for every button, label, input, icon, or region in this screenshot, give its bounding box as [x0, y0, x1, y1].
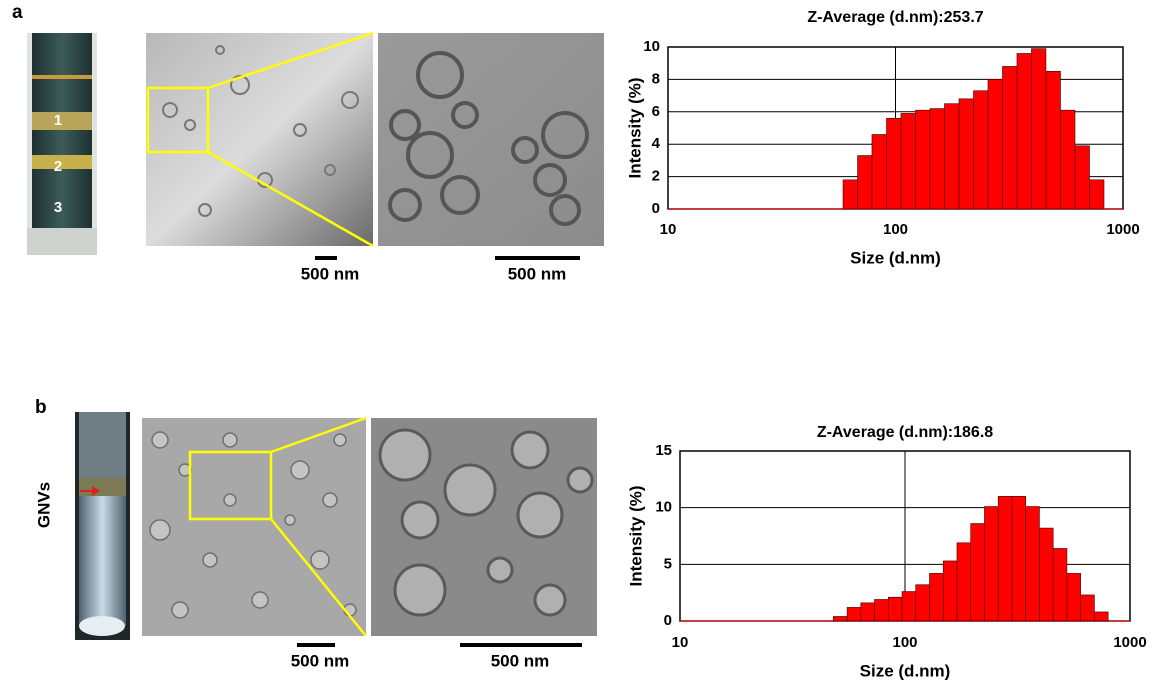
bar [1089, 180, 1103, 209]
bar [916, 585, 930, 621]
bar [988, 79, 1002, 209]
bar [875, 599, 889, 621]
bar [872, 134, 887, 209]
bar [973, 91, 987, 209]
x-axis-label: Size (d.nm) [860, 661, 951, 680]
bar [1046, 71, 1061, 209]
scale-bar [315, 256, 337, 260]
tem-zoom-image [371, 418, 597, 636]
figure: a 1 2 3 500 nm 500 nm b [0, 0, 1166, 690]
panel-label: b [35, 397, 47, 418]
bar [971, 524, 985, 621]
y-tick-label: 10 [655, 499, 672, 516]
fraction-label: 1 [54, 112, 62, 129]
y-axis-label: Intensity (%) [626, 485, 645, 586]
bar [943, 561, 957, 621]
fraction-label: 3 [54, 199, 62, 216]
scale-bar [460, 643, 582, 647]
y-tick-label: 4 [652, 135, 661, 152]
bar [915, 110, 930, 209]
y-tick-label: 2 [652, 168, 660, 185]
x-tick-label: 1000 [1113, 634, 1146, 651]
chart-title: Z-Average (d.nm):253.7 [807, 9, 983, 26]
tube-photo [75, 412, 130, 640]
bar [998, 496, 1012, 621]
bar [930, 573, 944, 621]
bar [888, 597, 902, 621]
y-axis-label: Intensity (%) [625, 77, 644, 178]
bar [1002, 66, 1016, 209]
bar [984, 507, 998, 621]
bar [1053, 548, 1067, 621]
bar [957, 543, 971, 621]
tem-image [146, 33, 373, 246]
scale-bar-label: 500 nm [508, 264, 567, 283]
y-tick-label: 10 [643, 38, 660, 55]
scale-bar-label: 500 nm [491, 651, 550, 670]
scale-bar [495, 256, 580, 260]
y-tick-label: 0 [664, 612, 672, 629]
bar [1094, 612, 1108, 621]
bar [944, 104, 958, 209]
x-tick-label: 10 [672, 634, 689, 651]
tem-zoom-image [378, 33, 604, 246]
bar [1081, 595, 1095, 621]
panel-label: a [12, 2, 23, 23]
tem-image [142, 418, 366, 636]
bar [847, 607, 861, 621]
bar [1026, 507, 1040, 621]
bar [930, 109, 944, 209]
x-tick-label: 10 [660, 221, 677, 238]
y-tick-label: 15 [655, 442, 672, 459]
bar [887, 118, 901, 209]
bar [1075, 146, 1090, 209]
bar [1031, 49, 1046, 209]
x-tick-label: 100 [883, 221, 908, 238]
x-axis-label: Size (d.nm) [850, 248, 941, 267]
y-tick-label: 5 [664, 555, 672, 572]
bar [1012, 496, 1026, 621]
scale-bar-label: 500 nm [291, 651, 350, 670]
x-tick-label: 100 [892, 634, 917, 651]
y-tick-label: 8 [652, 70, 660, 87]
scale-bar [297, 643, 335, 647]
bar [901, 113, 915, 209]
x-tick-label: 1000 [1106, 221, 1139, 238]
bar [959, 99, 974, 209]
fraction-label: GNVs [34, 482, 53, 528]
bar [1067, 573, 1081, 621]
bar [861, 603, 875, 621]
bar [1039, 528, 1053, 621]
scale-bar-label: 500 nm [301, 264, 360, 283]
fraction-label: 2 [54, 158, 62, 175]
bar [833, 616, 847, 621]
tube-photo [27, 33, 97, 255]
bar [1017, 53, 1031, 209]
bar [1060, 110, 1074, 209]
chart-title: Z-Average (d.nm):186.8 [817, 424, 993, 441]
bar [902, 592, 916, 621]
bar [858, 156, 872, 209]
y-tick-label: 6 [652, 103, 660, 120]
bar [843, 180, 858, 209]
y-tick-label: 0 [652, 200, 660, 217]
